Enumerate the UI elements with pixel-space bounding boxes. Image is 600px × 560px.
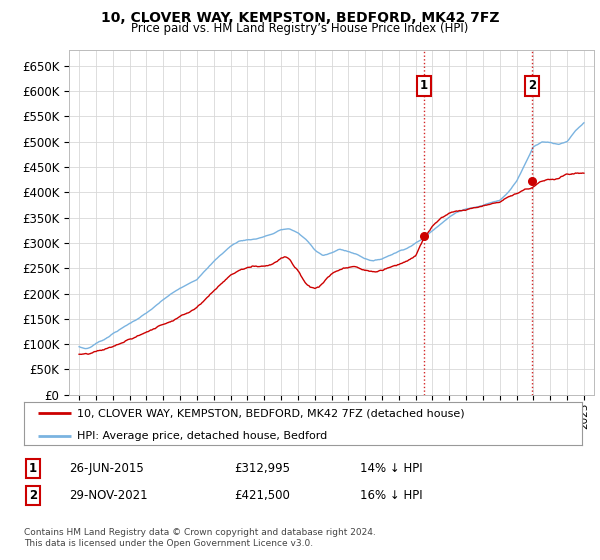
Text: Price paid vs. HM Land Registry’s House Price Index (HPI): Price paid vs. HM Land Registry’s House … — [131, 22, 469, 35]
Text: 2: 2 — [528, 80, 536, 92]
Text: £312,995: £312,995 — [234, 462, 290, 475]
Text: 14% ↓ HPI: 14% ↓ HPI — [360, 462, 422, 475]
Text: £421,500: £421,500 — [234, 489, 290, 502]
Text: 2: 2 — [29, 489, 37, 502]
Text: This data is licensed under the Open Government Licence v3.0.: This data is licensed under the Open Gov… — [24, 539, 313, 548]
Text: 16% ↓ HPI: 16% ↓ HPI — [360, 489, 422, 502]
Text: 26-JUN-2015: 26-JUN-2015 — [69, 462, 144, 475]
Text: HPI: Average price, detached house, Bedford: HPI: Average price, detached house, Bedf… — [77, 431, 327, 441]
Text: 1: 1 — [420, 80, 428, 92]
Text: 29-NOV-2021: 29-NOV-2021 — [69, 489, 148, 502]
Text: 1: 1 — [29, 462, 37, 475]
Text: 10, CLOVER WAY, KEMPSTON, BEDFORD, MK42 7FZ (detached house): 10, CLOVER WAY, KEMPSTON, BEDFORD, MK42 … — [77, 408, 464, 418]
Text: Contains HM Land Registry data © Crown copyright and database right 2024.: Contains HM Land Registry data © Crown c… — [24, 528, 376, 536]
Text: 10, CLOVER WAY, KEMPSTON, BEDFORD, MK42 7FZ: 10, CLOVER WAY, KEMPSTON, BEDFORD, MK42 … — [101, 11, 499, 25]
